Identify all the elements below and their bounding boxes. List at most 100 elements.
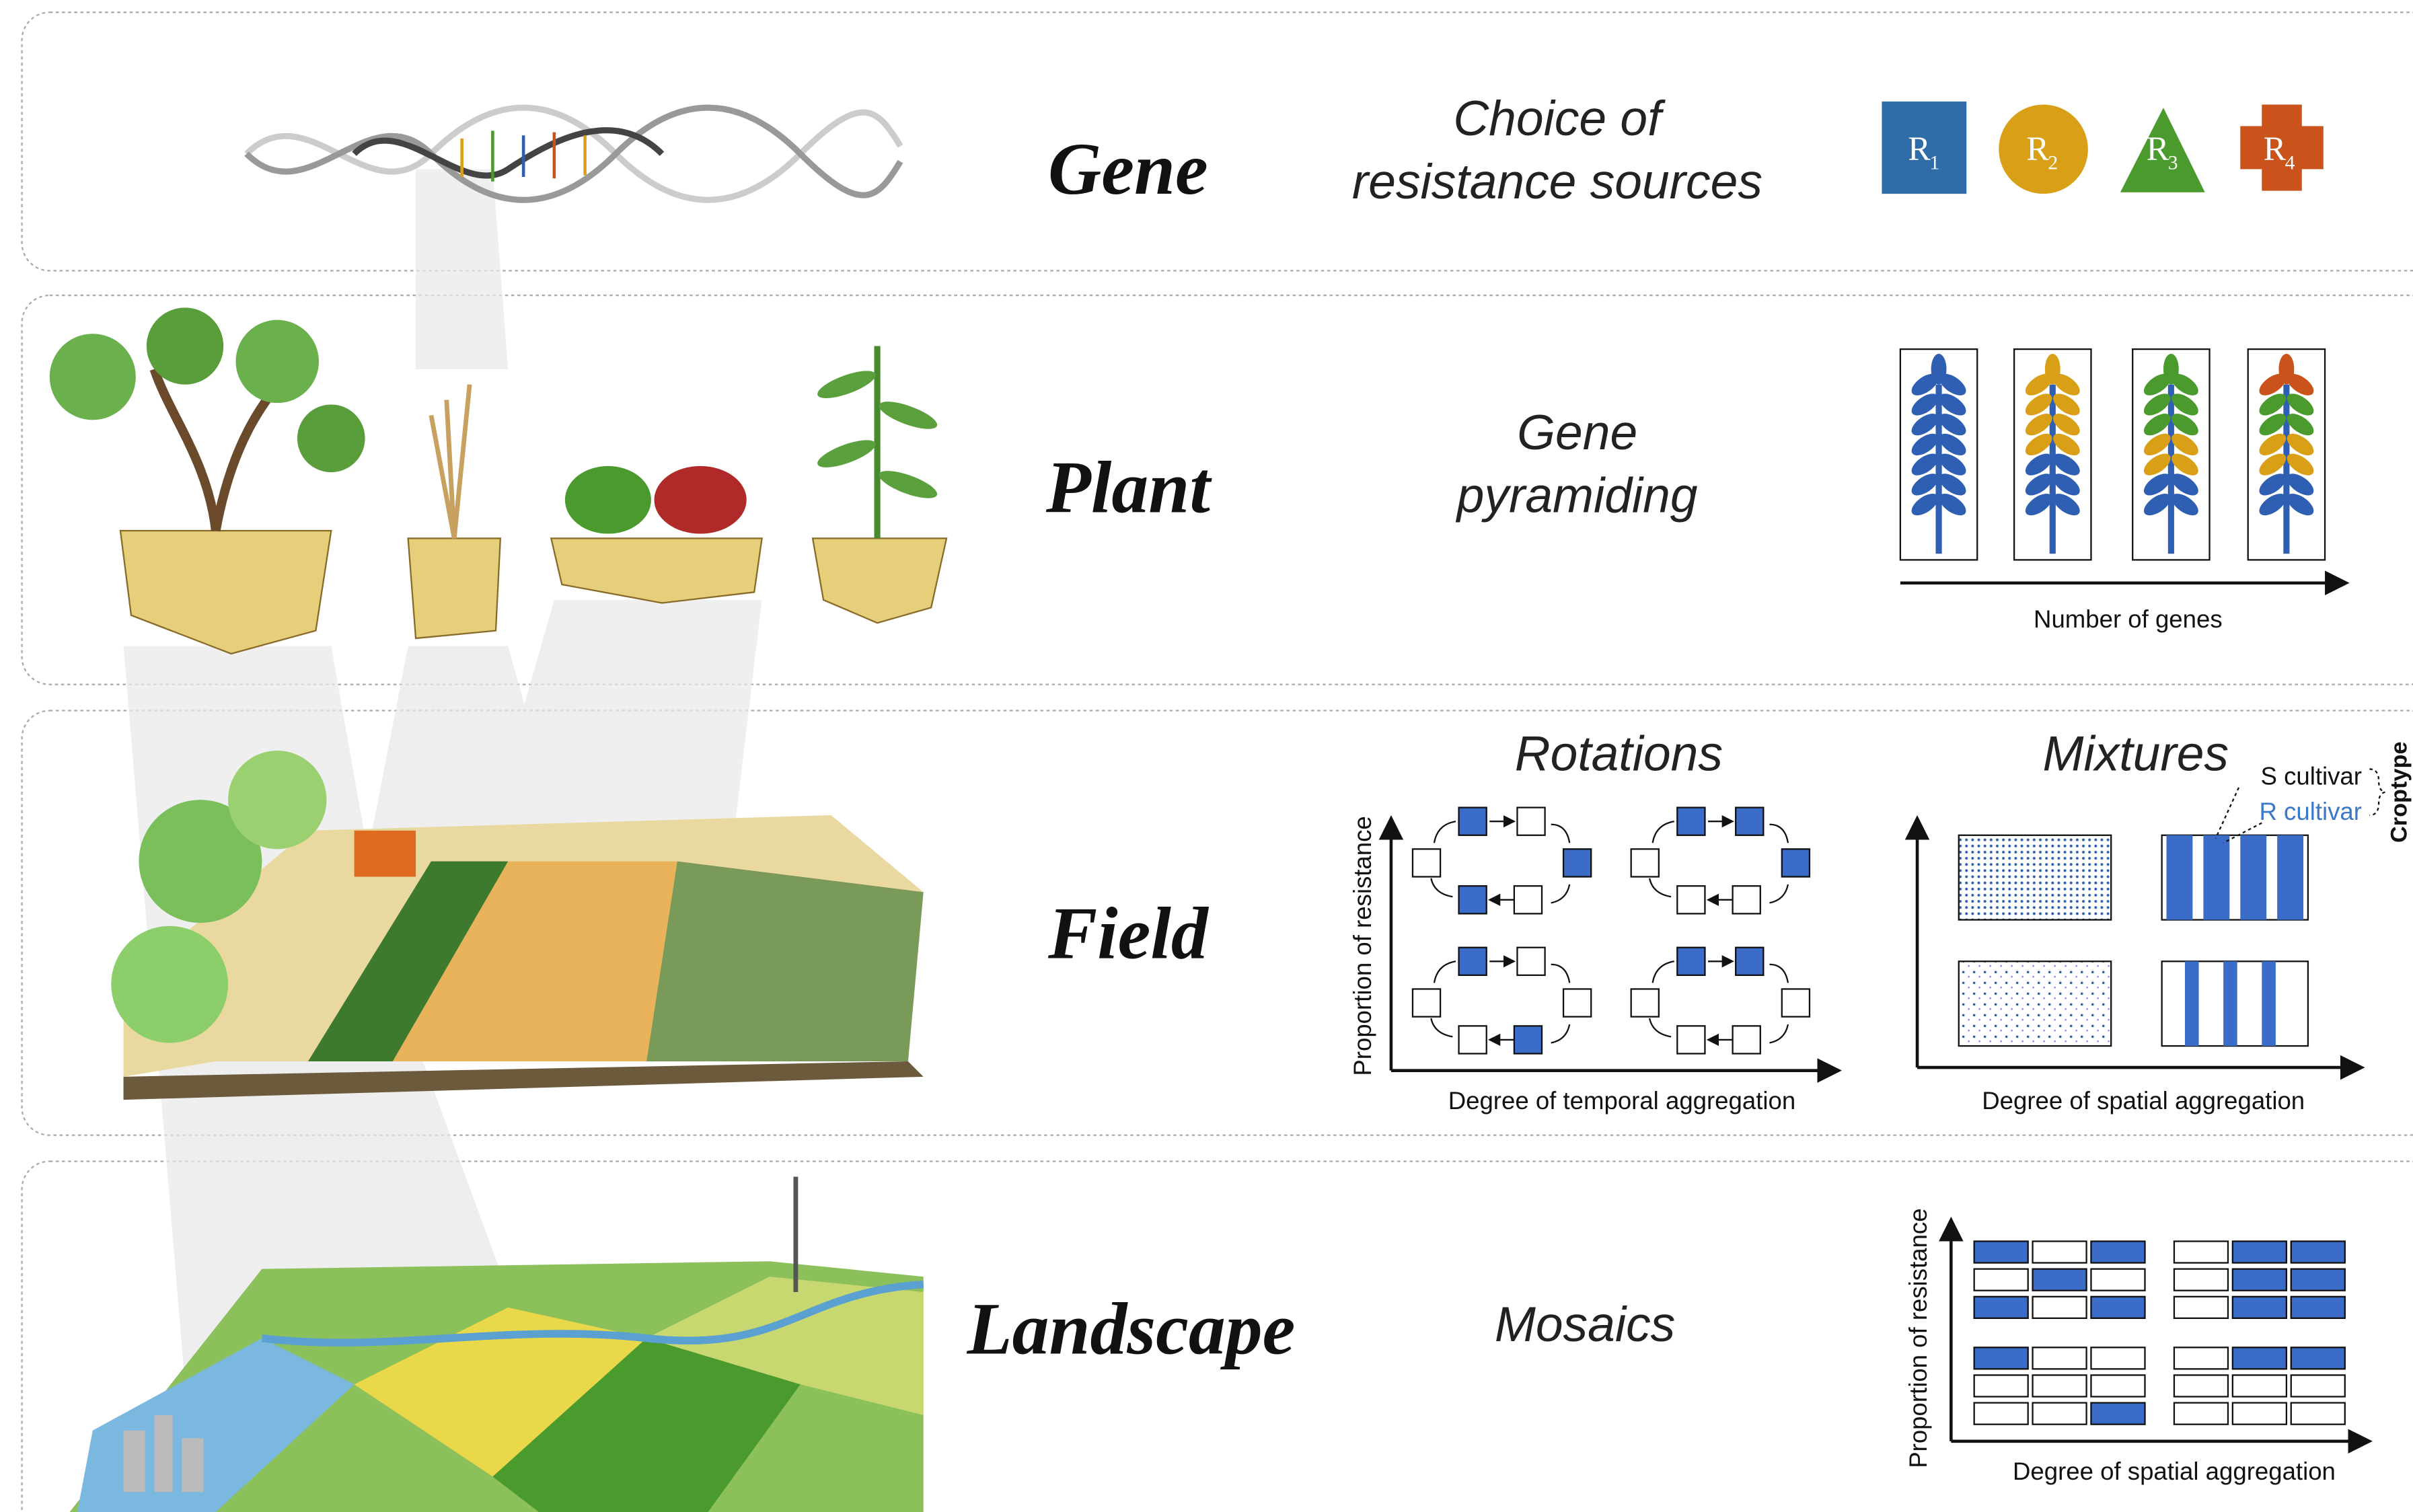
- mixture-plot: [1959, 961, 2111, 1046]
- rotation-arrow: [1551, 1024, 1569, 1043]
- axis-label: Proportion of resistance: [1904, 1208, 1932, 1468]
- rotation-square: [1517, 808, 1545, 835]
- mosaic-cell: [2233, 1269, 2287, 1291]
- source-letter: R: [1908, 130, 1931, 167]
- wheat-panels: [1900, 349, 2325, 560]
- mosaic-cell: [2091, 1375, 2145, 1396]
- rotation-square: [1459, 948, 1487, 975]
- rotation-arrow: [1653, 821, 1674, 843]
- source-index: 1: [1929, 153, 1939, 174]
- strategy: pyramiding: [1456, 468, 1698, 523]
- level-title: Plant: [1045, 447, 1212, 529]
- rotation-arrow: [1653, 961, 1674, 983]
- mosaic-cell: [2033, 1347, 2087, 1369]
- mosaic-cell: [2291, 1347, 2345, 1369]
- mosaic-cell: [2174, 1269, 2228, 1291]
- dna-illustration: [246, 108, 900, 200]
- mosaic-cell: [2233, 1242, 2287, 1263]
- axis-label: Proportion of resistance: [1349, 816, 1376, 1075]
- rotation-square: [1677, 808, 1705, 835]
- mosaic-cell: [2174, 1403, 2228, 1425]
- mixture-stripes: [2162, 835, 2308, 1046]
- rotation-square: [1677, 1026, 1705, 1053]
- strategy: Choice of: [1453, 91, 1666, 146]
- mosaic-cell: [2174, 1375, 2228, 1396]
- mosaic-grids: [1974, 1242, 2345, 1425]
- rotation-arrow: [1769, 1024, 1787, 1043]
- axis-label: Degree of temporal aggregation: [1448, 1087, 1795, 1114]
- rotation-arrow: [1431, 1018, 1452, 1036]
- panel-title: Mixtures: [2043, 726, 2229, 782]
- level-title: Gene: [1048, 128, 1208, 210]
- rotation-square: [1459, 808, 1487, 835]
- mosaic-cell: [2091, 1297, 2145, 1318]
- strategy: Gene: [1517, 405, 1637, 460]
- legend-brace: [2369, 769, 2385, 815]
- rotation-square: [1563, 989, 1591, 1016]
- rotation-cycles: [1413, 808, 1810, 1054]
- rotation-square: [1733, 1026, 1760, 1053]
- stripe: [2167, 835, 2193, 920]
- rotation-arrow: [1551, 884, 1569, 903]
- axis-label: Degree of spatial aggregation: [2013, 1458, 2336, 1485]
- stripe: [2277, 835, 2303, 920]
- rotation-arrow: [1434, 961, 1456, 983]
- mosaic-cell: [1974, 1242, 2028, 1263]
- source-letter: R: [2264, 130, 2287, 167]
- panel-title: Rotations: [1515, 726, 1723, 782]
- rotation-square: [1733, 886, 1760, 913]
- rotation-arrow: [1649, 1018, 1671, 1036]
- rotation-arrow: [1769, 965, 1787, 983]
- mosaic-cell: [2174, 1242, 2228, 1263]
- rotation-arrow: [1769, 825, 1787, 843]
- source-letter: R: [2026, 130, 2049, 167]
- rotation-square: [1631, 849, 1659, 876]
- rotation-square: [1782, 849, 1810, 876]
- page: {"gene": {"level": "Gene", "strategy": […: [0, 0, 2413, 1512]
- mosaic-cell: [2291, 1403, 2345, 1425]
- figure: Gene Plant Field Landscape Choice of res…: [0, 0, 2413, 1512]
- mosaic-cell: [2174, 1347, 2228, 1369]
- mosaic-cell: [2233, 1347, 2287, 1369]
- mixture-plot: [1959, 835, 2111, 920]
- rotation-square: [1413, 849, 1440, 876]
- mosaic-cell: [2033, 1242, 2087, 1263]
- mosaic-cell: [2291, 1375, 2345, 1396]
- level-title: Landscape: [967, 1287, 1296, 1369]
- rotation-arrow: [1551, 825, 1569, 843]
- rotation-square: [1631, 989, 1659, 1016]
- spikelet: [1931, 354, 1947, 385]
- rotation-square: [1677, 948, 1705, 975]
- rotation-arrow: [1434, 821, 1456, 843]
- rotation-square: [1413, 989, 1440, 1016]
- legend-title: Croptype: [2386, 741, 2412, 843]
- axis-label: Degree of spatial aggregation: [1982, 1087, 2305, 1114]
- rotation-square: [1514, 1026, 1542, 1053]
- rotation-square: [1782, 989, 1810, 1016]
- rotation-square: [1459, 1026, 1487, 1053]
- mosaic-cell: [2291, 1242, 2345, 1263]
- mosaic-cell: [2233, 1297, 2287, 1318]
- stripe: [2223, 961, 2237, 1046]
- mosaic-cell: [2233, 1375, 2287, 1396]
- stripe: [2185, 961, 2199, 1046]
- rotation-square: [1677, 886, 1705, 913]
- rotation-arrow: [1769, 884, 1787, 903]
- mosaic-cell: [2091, 1242, 2145, 1263]
- mosaic-cell: [1974, 1269, 2028, 1291]
- mosaic-cell: [2291, 1269, 2345, 1291]
- mosaic-cell: [2091, 1269, 2145, 1291]
- mosaic-cell: [2091, 1403, 2145, 1425]
- source-index: 2: [2048, 153, 2058, 174]
- mosaic-cell: [2033, 1269, 2087, 1291]
- level-title: Field: [1047, 893, 1210, 975]
- source-letter: R: [2147, 130, 2169, 167]
- mosaic-cell: [1974, 1347, 2028, 1369]
- strategy: Mosaics: [1495, 1297, 1675, 1352]
- spikelet: [2278, 354, 2294, 385]
- rotation-square: [1563, 849, 1591, 876]
- mosaic-cell: [2233, 1403, 2287, 1425]
- mosaic-cell: [1974, 1297, 2028, 1318]
- rotation-square: [1736, 948, 1763, 975]
- mosaic-cell: [2033, 1375, 2087, 1396]
